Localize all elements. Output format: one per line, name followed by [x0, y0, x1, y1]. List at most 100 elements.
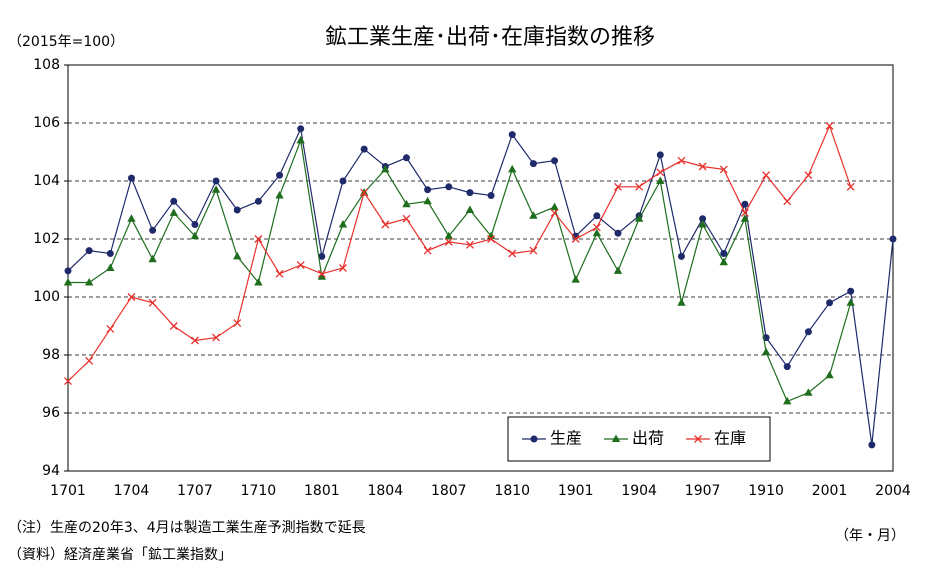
y-tick-label: 100: [33, 289, 60, 305]
y-tick-label: 98: [42, 347, 60, 363]
marker: [826, 299, 834, 307]
y-tick-label: 94: [42, 463, 60, 479]
series-line: [67, 126, 894, 445]
series: [64, 125, 897, 449]
x-tick-label: 1701: [50, 483, 86, 499]
marker: [233, 206, 241, 214]
marker: [317, 269, 326, 278]
marker: [698, 162, 707, 171]
marker: [740, 208, 749, 217]
marker: [761, 347, 771, 356]
marker: [614, 182, 622, 191]
marker: [529, 211, 538, 219]
marker: [339, 264, 347, 272]
marker: [847, 287, 855, 295]
marker: [424, 186, 432, 194]
marker: [127, 214, 136, 222]
marker: [148, 254, 157, 263]
marker: [84, 278, 94, 286]
marker: [889, 235, 897, 243]
marker: [233, 251, 242, 260]
x-tick-label: 2004: [875, 483, 911, 499]
marker: [529, 160, 537, 168]
marker: [106, 324, 115, 333]
marker: [423, 246, 432, 255]
y-tick-label: 108: [33, 57, 60, 73]
marker: [149, 226, 157, 234]
y-tick-label: 96: [42, 405, 60, 421]
marker: [635, 182, 644, 191]
marker: [783, 396, 792, 405]
legend-label: 生産: [550, 429, 582, 448]
marker: [656, 176, 665, 184]
marker: [211, 185, 221, 193]
y-tick-label: 106: [33, 115, 60, 131]
marker: [212, 333, 221, 342]
marker: [85, 356, 94, 365]
marker: [592, 228, 602, 237]
marker: [275, 191, 284, 199]
marker: [508, 131, 516, 139]
y-tick-label: 102: [33, 231, 60, 247]
marker: [804, 171, 813, 180]
x-tick-label: 1707: [177, 483, 213, 499]
x-tick-label: 2001: [812, 483, 848, 499]
marker: [318, 252, 326, 260]
marker: [846, 182, 855, 191]
marker: [317, 272, 327, 280]
legend-box: [507, 416, 771, 462]
y-tick-label: 104: [33, 173, 60, 189]
marker: [444, 237, 453, 246]
marker: [741, 200, 749, 208]
marker: [275, 269, 284, 278]
marker: [169, 322, 178, 330]
marker: [487, 192, 495, 199]
series-line: [68, 138, 852, 403]
marker: [212, 177, 220, 185]
x-tick-label: 1901: [558, 483, 594, 499]
marker: [254, 197, 262, 205]
marker: [783, 363, 791, 371]
marker: [339, 177, 347, 185]
marker: [465, 205, 475, 213]
marker: [719, 165, 728, 174]
marker: [402, 154, 410, 162]
marker: [613, 266, 623, 274]
marker: [677, 252, 685, 260]
marker: [719, 257, 728, 266]
x-tick-label: 1804: [367, 483, 403, 499]
marker: [276, 171, 284, 179]
legend-label: 出荷: [632, 429, 664, 448]
marker: [296, 135, 305, 144]
marker: [63, 278, 73, 286]
marker: [571, 275, 580, 283]
marker: [825, 370, 834, 379]
marker: [64, 377, 72, 386]
marker: [190, 231, 200, 240]
marker: [550, 208, 559, 217]
marker: [170, 197, 178, 205]
marker: [487, 235, 496, 243]
marker: [825, 121, 834, 130]
marker: [508, 249, 517, 258]
marker: [381, 164, 390, 173]
marker: [804, 388, 813, 396]
marker: [169, 208, 178, 216]
marker: [593, 212, 601, 220]
plot-frame: [67, 64, 894, 472]
marker: [656, 168, 665, 177]
x-tick-label: 1807: [431, 483, 467, 499]
marker: [846, 298, 855, 306]
marker: [297, 125, 305, 133]
marker: [571, 235, 580, 243]
marker: [698, 220, 707, 228]
marker: [656, 151, 664, 159]
marker: [254, 278, 263, 286]
marker: [694, 435, 702, 443]
marker: [677, 298, 686, 306]
marker: [360, 145, 368, 153]
marker: [402, 199, 411, 208]
marker: [402, 214, 411, 223]
note: （資料）経済産業省「鉱工業指数」: [8, 546, 232, 563]
